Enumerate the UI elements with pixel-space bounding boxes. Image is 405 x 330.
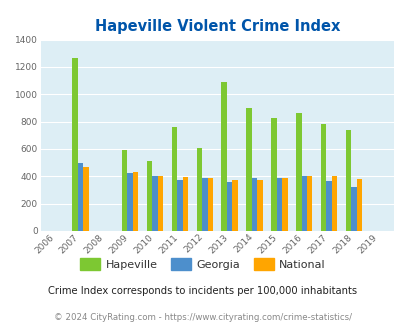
Bar bbox=[72, 58, 77, 231]
Bar bbox=[276, 178, 281, 231]
Text: Crime Index corresponds to incidents per 100,000 inhabitants: Crime Index corresponds to incidents per… bbox=[48, 286, 357, 296]
Bar bbox=[171, 127, 177, 231]
Bar bbox=[177, 180, 182, 231]
Bar bbox=[196, 148, 202, 231]
Legend: Hapeville, Georgia, National: Hapeville, Georgia, National bbox=[75, 254, 330, 274]
Bar bbox=[182, 177, 188, 231]
Bar bbox=[221, 82, 226, 231]
Bar bbox=[306, 176, 312, 231]
Bar bbox=[331, 176, 337, 231]
Bar bbox=[122, 150, 127, 231]
Bar bbox=[257, 180, 262, 231]
Bar bbox=[127, 173, 132, 231]
Title: Hapeville Violent Crime Index: Hapeville Violent Crime Index bbox=[94, 19, 339, 34]
Bar bbox=[147, 161, 152, 231]
Bar bbox=[281, 178, 287, 231]
Bar bbox=[320, 124, 326, 231]
Bar bbox=[350, 187, 356, 231]
Bar bbox=[345, 130, 350, 231]
Bar bbox=[132, 172, 138, 231]
Bar bbox=[83, 167, 88, 231]
Bar bbox=[77, 163, 83, 231]
Bar bbox=[207, 178, 213, 231]
Bar bbox=[158, 176, 163, 231]
Bar bbox=[326, 181, 331, 231]
Bar bbox=[301, 176, 306, 231]
Bar bbox=[152, 176, 158, 231]
Bar bbox=[295, 114, 301, 231]
Bar bbox=[271, 118, 276, 231]
Bar bbox=[246, 108, 251, 231]
Bar bbox=[356, 179, 361, 231]
Bar bbox=[232, 181, 237, 231]
Bar bbox=[226, 182, 232, 231]
Bar bbox=[202, 178, 207, 231]
Bar bbox=[251, 178, 257, 231]
Text: © 2024 CityRating.com - https://www.cityrating.com/crime-statistics/: © 2024 CityRating.com - https://www.city… bbox=[54, 313, 351, 322]
